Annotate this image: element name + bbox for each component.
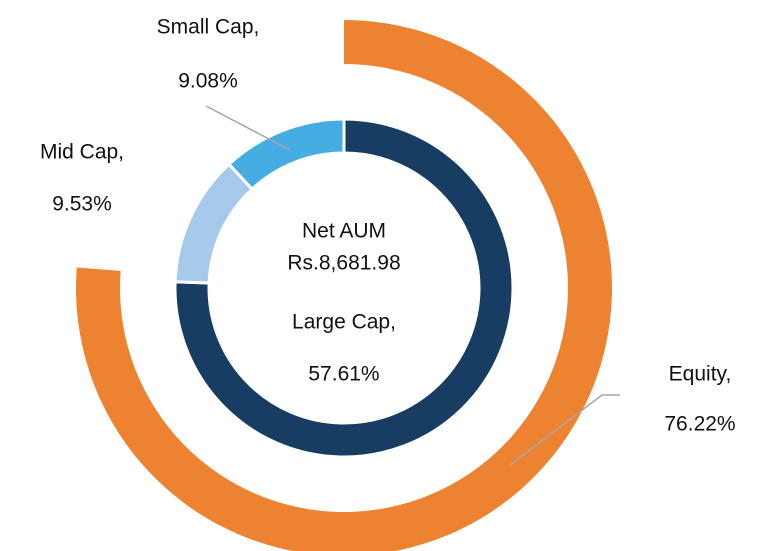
- leader-line: [205, 105, 291, 151]
- center-label: Rs.8,681.98: [287, 252, 400, 275]
- data-label-name: Small Cap,: [157, 16, 260, 39]
- rings: [76, 20, 612, 551]
- data-label-value: 9.53%: [52, 193, 112, 216]
- center-label: Net AUM: [302, 220, 386, 243]
- data-label-name: Mid Cap,: [40, 141, 124, 164]
- donut-segment: [76, 20, 612, 551]
- data-label-name: Large Cap,: [292, 311, 396, 334]
- data-label-name: Equity,: [669, 363, 732, 386]
- data-label-value: 57.61%: [308, 363, 379, 386]
- data-label-value: 76.22%: [664, 413, 735, 436]
- data-label-value: 9.08%: [178, 70, 238, 93]
- leader-line: [509, 394, 620, 466]
- donut-segment: [173, 117, 515, 459]
- donut-segment: [173, 162, 255, 285]
- donut-segment: [226, 117, 346, 192]
